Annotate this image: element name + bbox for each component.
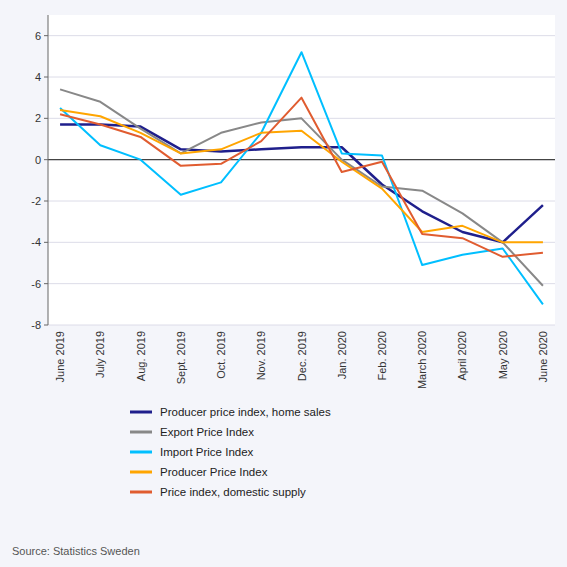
legend-swatch <box>130 411 152 414</box>
y-tick-label: 6 <box>35 30 41 42</box>
zero-line <box>48 159 555 160</box>
y-tick-label: -2 <box>31 195 41 207</box>
legend-label: Producer price index, home sales <box>160 406 331 418</box>
y-axis-line <box>48 15 49 325</box>
y-tick-label: 0 <box>35 154 41 166</box>
source-note: Source: Statistics Sweden <box>12 545 140 557</box>
x-tick-label: Aug. 2019 <box>135 331 147 381</box>
x-tick-label: July 2019 <box>94 331 106 378</box>
grid-line <box>48 35 555 36</box>
grid-line <box>48 77 555 78</box>
y-tick-label: 4 <box>35 71 41 83</box>
series-line <box>60 52 543 304</box>
tick-mark <box>44 77 48 78</box>
legend-swatch <box>130 491 152 494</box>
series-line <box>60 125 543 243</box>
lines <box>60 52 543 304</box>
legend-label: Import Price Index <box>160 446 254 458</box>
x-tick-label: June 2020 <box>537 331 549 382</box>
chart: -8 -6 -4 -2 0 2 4 6 June 2019 July 2019 Aug. 2019 S… <box>0 0 567 567</box>
x-tick-label: Sept. 2019 <box>175 331 187 384</box>
grid-line <box>48 283 555 284</box>
legend-label: Producer Price Index <box>160 466 268 478</box>
legend-swatch <box>130 471 152 474</box>
grid-line <box>48 242 555 243</box>
x-tick-label: May 2020 <box>497 331 509 379</box>
series-line <box>60 110 543 242</box>
x-tick-label: Feb. 2020 <box>376 331 388 381</box>
x-tick-label: Nov. 2019 <box>255 331 267 380</box>
series-line <box>60 89 543 285</box>
y-tick-label: 2 <box>35 112 41 124</box>
legend-label: Price index, domestic supply <box>160 486 306 498</box>
tick-mark <box>44 201 48 202</box>
x-tick-label: April 2020 <box>456 331 468 381</box>
tick-mark <box>44 118 48 119</box>
x-tick-label: Jan. 2020 <box>336 331 348 379</box>
grid-line <box>48 201 555 202</box>
x-tick-label: Dec. 2019 <box>296 331 308 381</box>
y-tick-label: -8 <box>31 319 41 331</box>
legend-swatch <box>130 451 152 454</box>
legend: Producer price index, home sales Export P… <box>130 406 331 498</box>
legend-swatch <box>130 431 152 434</box>
legend-label: Export Price Index <box>160 426 254 438</box>
series-line <box>60 98 543 257</box>
x-tick-label: Oct. 2019 <box>215 331 227 379</box>
plot-area <box>48 15 555 325</box>
grid-line <box>48 159 555 160</box>
x-tick-label: June 2019 <box>54 331 66 382</box>
tick-mark <box>44 242 48 243</box>
tick-mark <box>44 159 48 160</box>
x-tick-label: March 2020 <box>416 331 428 389</box>
y-tick-label: -6 <box>31 278 41 290</box>
tick-mark <box>44 35 48 36</box>
tick-mark <box>44 325 48 326</box>
grid <box>48 36 555 325</box>
grid-line <box>48 325 555 326</box>
y-tick-label: -4 <box>31 236 41 248</box>
tick-mark <box>44 283 48 284</box>
